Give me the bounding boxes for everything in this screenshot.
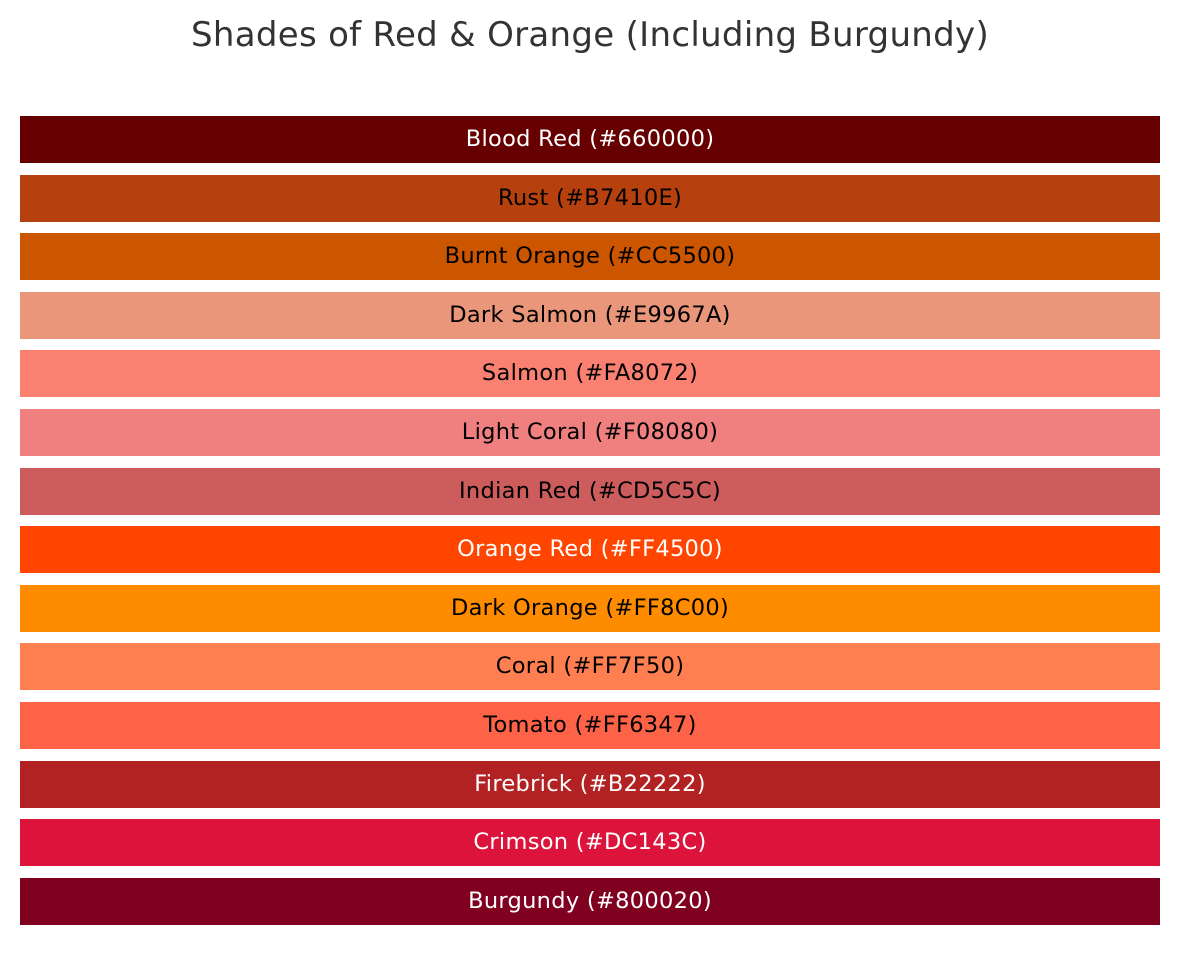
swatch-list: Blood Red (#660000) Rust (#B7410E) Burnt O… xyxy=(20,116,1160,936)
page-title: Shades of Red & Orange (Including Burgun… xyxy=(190,15,990,55)
color-swatch: Coral (#FF7F50) xyxy=(20,643,1160,691)
swatch-label: Coral (#FF7F50) xyxy=(495,653,685,680)
color-swatch: Firebrick (#B22222) xyxy=(20,760,1160,808)
color-swatch: Burnt Orange (#CC5500) xyxy=(20,233,1160,281)
swatch-label: Orange Red (#FF4500) xyxy=(457,536,723,563)
color-swatch: Tomato (#FF6347) xyxy=(20,701,1160,749)
swatch-label: Burnt Orange (#CC5500) xyxy=(444,243,736,270)
color-swatch: Burgundy (#800020) xyxy=(20,877,1160,925)
color-swatch: Rust (#B7410E) xyxy=(20,174,1160,222)
swatch-label: Salmon (#FA8072) xyxy=(481,360,699,387)
color-swatch: Blood Red (#660000) xyxy=(20,116,1160,163)
swatch-label: Tomato (#FF6347) xyxy=(483,711,697,738)
swatch-label: Blood Red (#660000) xyxy=(465,126,715,152)
swatch-label: Indian Red (#CD5C5C) xyxy=(458,477,722,504)
swatch-label: Light Coral (#F08080) xyxy=(461,418,719,445)
color-swatch: Dark Orange (#FF8C00) xyxy=(20,584,1160,632)
swatch-label: Rust (#B7410E) xyxy=(497,184,683,211)
color-swatch: Dark Salmon (#E9967A) xyxy=(20,291,1160,339)
color-swatch: Orange Red (#FF4500) xyxy=(20,526,1160,574)
swatch-label: Burgundy (#800020) xyxy=(468,887,712,914)
swatch-label: Dark Salmon (#E9967A) xyxy=(449,301,731,328)
swatch-label: Firebrick (#B22222) xyxy=(474,770,706,797)
swatch-label: Dark Orange (#FF8C00) xyxy=(450,594,730,621)
color-swatch: Light Coral (#F08080) xyxy=(20,408,1160,456)
color-swatch: Indian Red (#CD5C5C) xyxy=(20,467,1160,515)
swatch-label: Crimson (#DC143C) xyxy=(473,829,707,856)
color-swatch: Crimson (#DC143C) xyxy=(20,819,1160,867)
color-swatch: Salmon (#FA8072) xyxy=(20,350,1160,398)
